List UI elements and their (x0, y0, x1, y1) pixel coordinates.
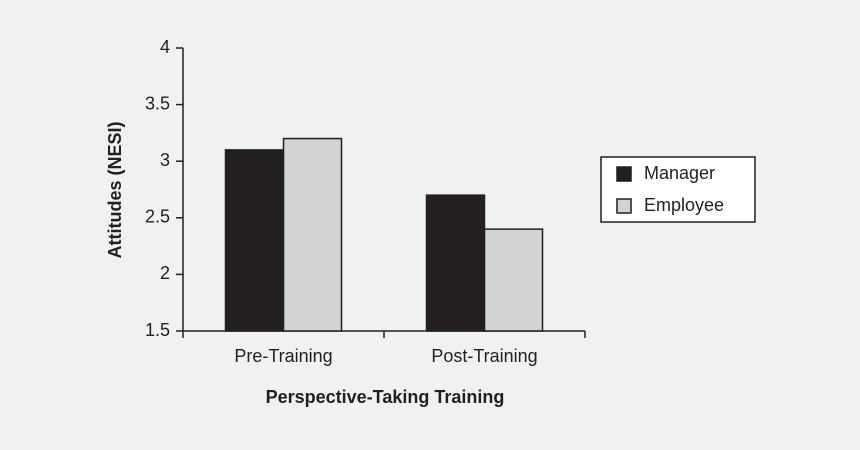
y-tick-label: 3.5 (145, 93, 170, 113)
x-tick-label: Post-Training (431, 346, 537, 366)
y-tick-label: 2.5 (145, 207, 170, 227)
x-tick-label: Pre-Training (234, 346, 332, 366)
bar (483, 228, 544, 332)
y-axis-title: Attitudes (NESI) (105, 121, 125, 258)
legend-swatch (616, 166, 632, 182)
legend-label: Employee (644, 195, 724, 215)
legend-swatch (616, 198, 632, 214)
y-tick-label: 3 (160, 150, 170, 170)
y-tick-label: 2 (160, 263, 170, 283)
legend-label: Manager (644, 163, 715, 183)
y-tick-label: 4 (160, 37, 170, 57)
x-axis-title: Perspective-Taking Training (266, 387, 505, 407)
bar (425, 194, 486, 332)
bar (224, 149, 285, 332)
y-tick-label: 1.5 (145, 320, 170, 340)
bar (282, 137, 343, 332)
